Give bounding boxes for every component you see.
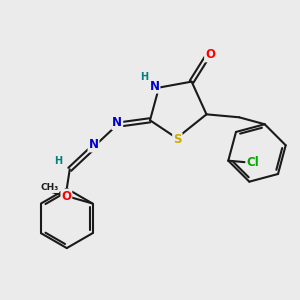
Text: N: N [112,116,122,129]
Text: H: H [140,72,148,82]
Text: Cl: Cl [247,156,259,169]
Text: S: S [173,133,182,146]
Text: O: O [61,190,71,202]
Text: O: O [205,48,215,62]
Text: N: N [88,138,98,152]
Text: N: N [149,80,160,93]
Text: H: H [54,156,62,166]
Text: CH₃: CH₃ [40,183,58,192]
